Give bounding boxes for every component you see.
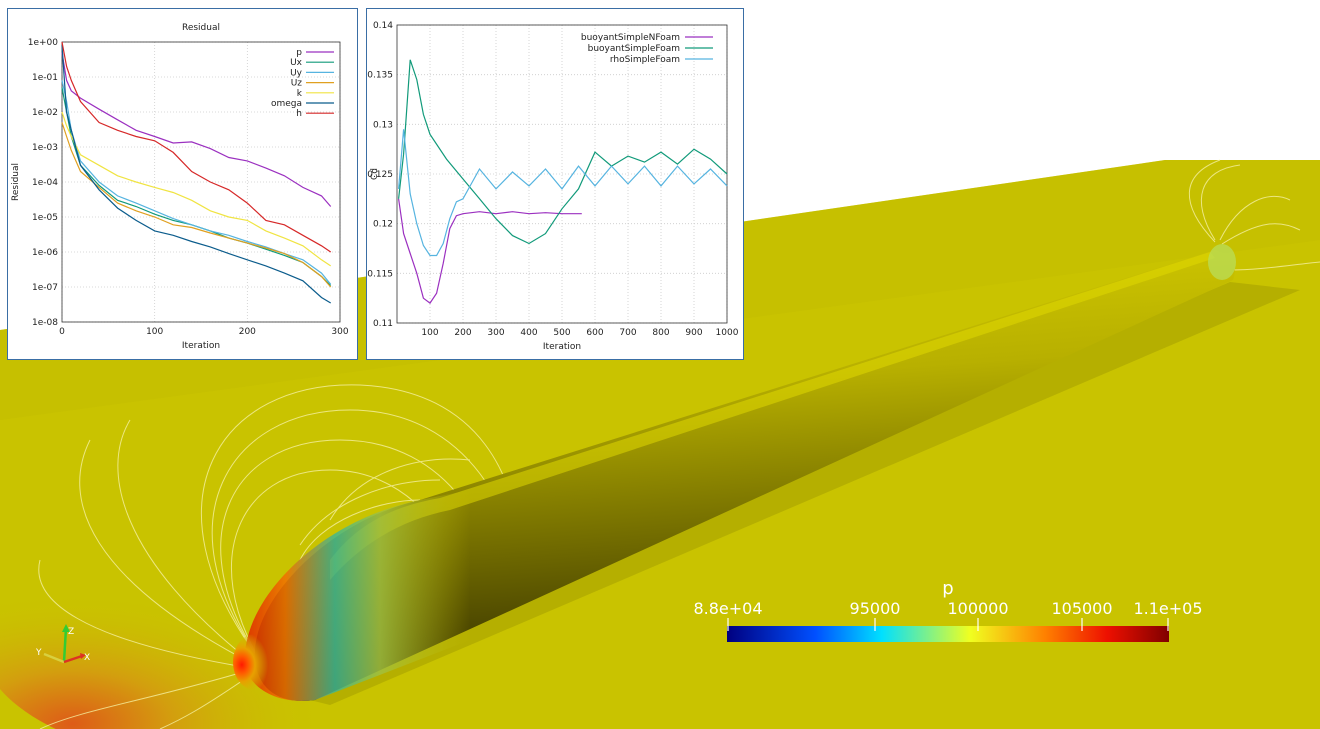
y-tick-label: 1e-05	[32, 213, 58, 223]
series-line-buoyantSimpleFoam	[398, 59, 728, 245]
y-tick-label: 0.14	[373, 21, 393, 31]
legend-label: p	[296, 48, 302, 58]
legend-label: buoyantSimpleFoam	[588, 44, 680, 54]
nose-stagnation	[233, 634, 277, 690]
colorbar-title: p	[942, 578, 953, 599]
x-axis-label: Iteration	[543, 342, 581, 352]
series-line-k	[61, 111, 332, 267]
y-tick-label: 0.12	[373, 220, 393, 230]
y-tick-label: 0.125	[367, 170, 393, 180]
cd-plot-panel: 0.14 0.135 0.13 0.125 0.12 0.115 0.11 100 200 300…	[366, 8, 744, 360]
residual-chart: 1e+00 1e-01 1e-02 1e-03 1e-04 1e-05 1e-06 1e-07…	[11, 23, 349, 351]
y-axis-label: Cd	[370, 168, 380, 180]
y-axis-label: Residual	[11, 163, 21, 201]
x-tick-label: 400	[520, 328, 537, 338]
legend-label: k	[297, 89, 303, 99]
legend-label: Ux	[290, 58, 303, 68]
legend-label: h	[296, 109, 302, 119]
body-highlight	[330, 252, 1215, 580]
colorbar-tick-label: 1.1e+05	[1133, 599, 1202, 618]
series-line-omega	[61, 45, 332, 304]
y-tick-label: 0.115	[367, 269, 393, 279]
x-tick-label: 200	[239, 327, 256, 337]
series-line-Uz	[61, 122, 332, 288]
cd-chart: 0.14 0.135 0.13 0.125 0.12 0.115 0.11 100 200 300…	[367, 21, 739, 352]
x-tick-label: 300	[487, 328, 504, 338]
train-body	[254, 250, 1235, 701]
x-tick-label: 600	[586, 328, 603, 338]
orientation-axes-widget: Z Y X	[35, 624, 90, 664]
plot-frame	[61, 41, 341, 323]
x-tick-label: 700	[619, 328, 636, 338]
series-line-buoyantSimpleNFoam	[398, 198, 582, 304]
y-tick-label: 1e-03	[32, 143, 58, 153]
y-tick-label: 1e-06	[32, 248, 58, 258]
legend-label: rhoSimpleFoam	[610, 55, 680, 65]
x-tick-label: 100	[146, 327, 163, 337]
x-tick-label: 800	[652, 328, 669, 338]
colorbar-tick-label: 105000	[1051, 599, 1112, 618]
colorbar-tick-label: 100000	[947, 599, 1008, 618]
y-tick-label: 0.135	[367, 71, 393, 81]
y-tick-label: 1e-02	[32, 108, 58, 118]
x-axis-label: Iteration	[182, 341, 220, 351]
x-tick-label: 300	[331, 327, 348, 337]
colorbar-tick-label: 8.8e+04	[693, 599, 762, 618]
series-line-h	[61, 41, 332, 253]
y-tick-label: 1e+00	[28, 38, 59, 48]
colorbar-gradient	[727, 626, 1169, 642]
x-tick-label: 1000	[716, 328, 739, 338]
y-tick-label: 0.11	[373, 319, 393, 329]
residual-plot-panel: 1e+00 1e-01 1e-02 1e-03 1e-04 1e-05 1e-06 1e-07…	[7, 8, 358, 360]
colorbar-tick-marks	[727, 618, 1169, 631]
x-tick-label: 100	[421, 328, 438, 338]
x-tick-label: 900	[685, 328, 702, 338]
legend-label: Uz	[291, 79, 303, 89]
axis-z-label: Z	[68, 627, 74, 637]
tail-tip	[1208, 244, 1236, 280]
x-tick-label: 0	[59, 327, 65, 337]
chart-title: Residual	[182, 23, 220, 33]
y-tick-label: 1e-01	[32, 73, 58, 83]
legend-label: Uy	[290, 68, 303, 78]
y-tick-label: 1e-04	[32, 178, 58, 188]
x-tick-label: 200	[454, 328, 471, 338]
axis-y-label: Y	[35, 648, 42, 658]
legend-label: buoyantSimpleNFoam	[581, 33, 680, 43]
series-line-rhoSimpleFoam	[398, 129, 728, 257]
y-tick-label: 1e-08	[32, 318, 58, 328]
colorbar-tick-label: 95000	[850, 599, 901, 618]
y-tick-label: 1e-07	[32, 283, 58, 293]
legend-label: omega	[271, 99, 302, 109]
x-tick-label: 500	[553, 328, 570, 338]
nose-pressure-zone	[244, 490, 470, 701]
pressure-colorbar[interactable]: p 8.8e+04 95000 100000 105000 1.1e+05	[693, 578, 1203, 642]
y-tick-label: 0.13	[373, 120, 393, 130]
axis-x-label: X	[84, 653, 90, 663]
